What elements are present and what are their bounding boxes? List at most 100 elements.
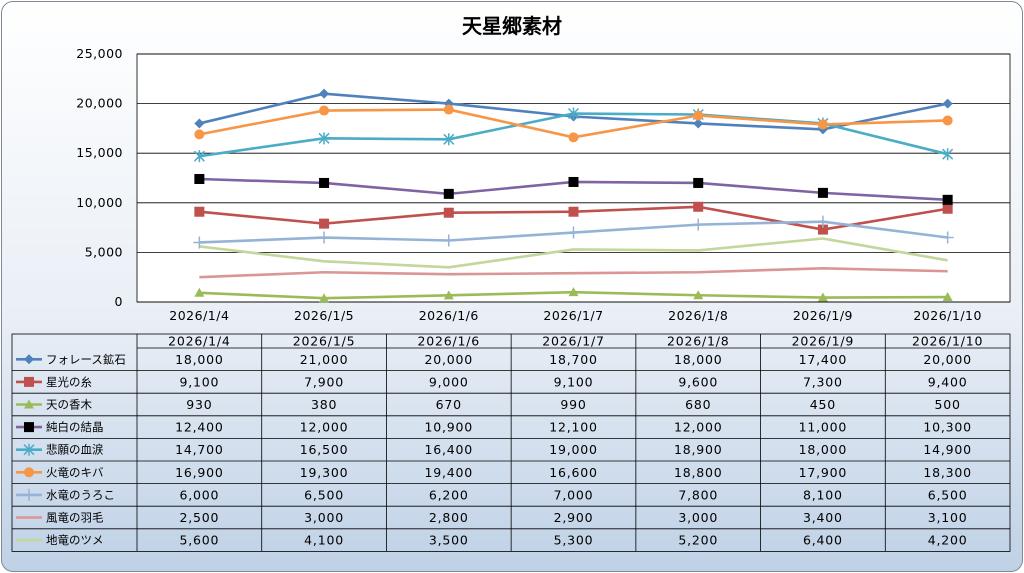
table-value-cell: 2,800 xyxy=(429,510,469,525)
table-value-cell: 2,900 xyxy=(554,510,594,525)
data-point xyxy=(942,292,953,302)
data-point xyxy=(443,133,455,146)
table-value-cell: 19,300 xyxy=(300,465,349,480)
table-value-cell: 16,400 xyxy=(425,442,474,457)
data-point xyxy=(568,287,579,297)
table-value-cell: 380 xyxy=(311,397,337,412)
data-point xyxy=(194,173,205,184)
table-value-cell: 8,100 xyxy=(803,487,843,502)
table-value-cell: 20,000 xyxy=(923,352,972,367)
data-point xyxy=(817,292,828,302)
data-point xyxy=(693,118,704,129)
x-tick-label: 2026/1/7 xyxy=(543,308,603,323)
data-point xyxy=(443,290,454,300)
x-tick-label: 2026/1/10 xyxy=(913,308,982,323)
table-value-cell: 10,900 xyxy=(425,420,474,435)
table-value-cell: 19,400 xyxy=(425,465,474,480)
data-point xyxy=(942,203,953,214)
table-header-cell: 2026/1/9 xyxy=(792,334,855,349)
data-point xyxy=(319,218,330,229)
table-value-cell: 18,300 xyxy=(923,465,972,480)
data-point xyxy=(194,118,205,129)
data-point xyxy=(443,104,454,115)
data-point xyxy=(568,206,579,217)
data-point xyxy=(443,188,454,199)
data-point xyxy=(693,110,704,121)
data-point xyxy=(567,226,580,239)
table-row-label: 火竜のキバ xyxy=(46,465,104,479)
x-tick-label: 2026/1/6 xyxy=(419,308,479,323)
plot-border xyxy=(136,53,1011,303)
y-tick-label: 25,000 xyxy=(76,46,123,61)
data-point xyxy=(942,194,953,205)
data-point xyxy=(693,177,704,188)
table-value-cell: 7,000 xyxy=(554,487,594,502)
table-value-cell: 3,000 xyxy=(304,510,344,525)
table-header-cell: 2026/1/10 xyxy=(912,334,983,349)
table-value-cell: 3,100 xyxy=(928,510,968,525)
table-row-label: 地竜のツメ xyxy=(46,533,104,547)
table-header-cell: 2026/1/6 xyxy=(418,334,481,349)
data-point xyxy=(319,88,330,99)
table-value-cell: 6,500 xyxy=(928,487,968,502)
table-value-cell: 21,000 xyxy=(300,352,349,367)
table-value-cell: 9,000 xyxy=(429,374,469,389)
table-value-cell: 9,100 xyxy=(554,374,594,389)
table-row-label: フォレース鉱石 xyxy=(46,352,126,366)
y-tick-label: 5,000 xyxy=(85,244,123,259)
table-value-cell: 17,900 xyxy=(799,465,848,480)
table-value-cell: 17,400 xyxy=(799,352,848,367)
table-value-cell: 16,500 xyxy=(300,442,349,457)
data-point xyxy=(817,187,828,198)
data-point xyxy=(568,176,579,187)
data-point xyxy=(23,443,35,456)
y-tick-label: 10,000 xyxy=(76,195,123,210)
data-point xyxy=(817,119,828,130)
table-value-cell: 6,500 xyxy=(304,487,344,502)
data-point xyxy=(24,376,34,387)
data-point xyxy=(319,293,330,303)
table-row-label: 星光の糸 xyxy=(46,375,92,389)
table-value-cell: 6,000 xyxy=(179,487,219,502)
table-value-cell: 10,300 xyxy=(923,420,972,435)
data-point xyxy=(24,354,34,365)
table-value-cell: 2,500 xyxy=(179,510,219,525)
y-tick-label: 15,000 xyxy=(76,145,123,160)
data-point xyxy=(194,129,205,140)
data-point xyxy=(941,231,954,244)
x-tick-label: 2026/1/4 xyxy=(169,308,229,323)
table-value-cell: 12,000 xyxy=(674,420,723,435)
table-value-cell: 18,000 xyxy=(799,442,848,457)
table-value-cell: 450 xyxy=(810,397,836,412)
chart-title: 天星郷素材 xyxy=(462,14,562,38)
table-value-cell: 18,700 xyxy=(549,352,598,367)
table-row-label: 水竜のうろこ xyxy=(46,488,115,502)
table-row-label: 風竜の羽毛 xyxy=(46,511,104,525)
table-value-cell: 9,100 xyxy=(179,374,219,389)
table-value-cell: 11,000 xyxy=(799,420,848,435)
y-tick-label: 0 xyxy=(115,294,123,309)
data-point xyxy=(194,206,205,217)
x-tick-label: 2026/1/8 xyxy=(668,308,728,323)
data-point xyxy=(23,488,35,501)
data-point xyxy=(193,236,206,249)
table-value-cell: 16,600 xyxy=(549,465,598,480)
data-point xyxy=(319,177,330,188)
data-point xyxy=(816,215,829,228)
data-point xyxy=(693,201,704,212)
data-point xyxy=(318,231,331,244)
table-value-cell: 500 xyxy=(935,397,961,412)
table-value-cell: 7,800 xyxy=(678,487,718,502)
x-tick-label: 2026/1/5 xyxy=(294,308,354,323)
data-point xyxy=(24,399,34,409)
data-point xyxy=(693,290,704,300)
table-value-cell: 3,500 xyxy=(429,533,469,548)
table-value-cell: 14,700 xyxy=(175,442,224,457)
table-value-cell: 5,300 xyxy=(554,533,594,548)
table-row-label: 天の香木 xyxy=(46,398,92,412)
table-value-cell: 19,000 xyxy=(549,442,598,457)
table-value-cell: 3,400 xyxy=(803,510,843,525)
table-value-cell: 20,000 xyxy=(425,352,474,367)
table-value-cell: 16,900 xyxy=(175,465,224,480)
